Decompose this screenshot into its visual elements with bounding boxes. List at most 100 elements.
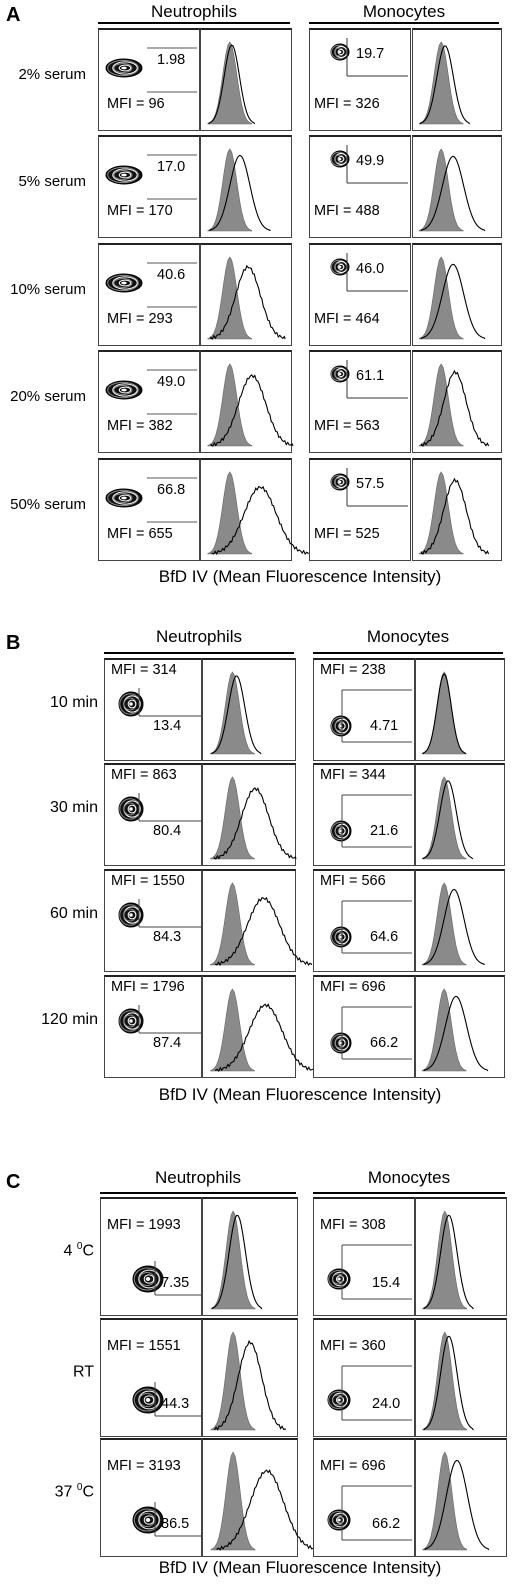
panel-letter-b: B bbox=[6, 632, 21, 654]
neutrophil-histogram-curves bbox=[207, 41, 256, 125]
neutrophil-histogram-curves bbox=[210, 1451, 317, 1551]
panel-c-monocyte-histogram bbox=[415, 1438, 507, 1557]
monocyte-histogram-curves bbox=[421, 776, 474, 860]
monocyte-histogram-curves bbox=[421, 671, 467, 755]
monocyte-histogram-curves bbox=[418, 471, 490, 556]
monocyte-percent: 24.0 bbox=[372, 1396, 401, 1412]
panel-a-neutrophil-dotplot: 1.98 MFI = 96 bbox=[98, 28, 200, 131]
monocyte-contour bbox=[330, 473, 350, 491]
panel-a-monocyte-histogram bbox=[412, 135, 502, 238]
neutrophil-percent: 86.5 bbox=[161, 1516, 190, 1532]
panel-a-monocyte-dotplot: 49.9 MFI = 488 bbox=[309, 135, 411, 238]
panel-c-neutrophil-histogram bbox=[202, 1438, 317, 1557]
neutrophil-contour bbox=[118, 902, 144, 928]
panel-a-neutrophil-histogram bbox=[200, 243, 292, 346]
panel-a-monocyte-histogram bbox=[412, 350, 502, 453]
neutrophil-histogram-curves bbox=[210, 671, 262, 755]
neutrophil-contour bbox=[118, 691, 144, 717]
monocyte-histogram-curves bbox=[422, 1210, 474, 1310]
panel-a-monocyte-histogram bbox=[412, 243, 502, 346]
monocyte-histogram-curves bbox=[422, 1451, 490, 1551]
panel-b-neutrophil-histogram bbox=[202, 869, 313, 972]
panel-b-row-label: 10 min bbox=[49, 694, 98, 711]
panel-c-neutrophil-dotplot: MFI = 1551 44.3 bbox=[100, 1318, 202, 1437]
neutrophil-percent: 1.98 bbox=[157, 52, 186, 68]
neutrophil-histogram-curves bbox=[207, 148, 271, 232]
neutrophil-contour bbox=[118, 796, 144, 822]
panel-c-x-axis-label: BfD IV (Mean Fluorescence Intensity) bbox=[158, 1558, 442, 1577]
monocyte-mfi: MFI = 563 bbox=[314, 418, 380, 434]
panel-letter-c: C bbox=[6, 1171, 21, 1193]
neutrophil-percent: 17.0 bbox=[157, 159, 186, 175]
monocyte-mfi: MFI = 488 bbox=[314, 203, 380, 219]
neutrophil-mfi: MFI = 170 bbox=[107, 203, 173, 219]
monocyte-mfi: MFI = 696 bbox=[320, 979, 386, 995]
panel-c-neutrophil-dotplot: MFI = 3193 86.5 bbox=[100, 1438, 202, 1557]
neutrophil-contour bbox=[105, 58, 143, 78]
neutrophil-contour bbox=[105, 273, 143, 293]
neutrophil-percent: 84.3 bbox=[153, 929, 182, 945]
panel-a-monocyte-dotplot: 19.7 MFI = 326 bbox=[309, 28, 411, 131]
neutrophil-histogram-curves bbox=[210, 988, 316, 1072]
monocyte-contour bbox=[330, 715, 352, 737]
neutrophil-contour bbox=[132, 1506, 164, 1534]
row-label-unit: C bbox=[82, 1242, 94, 1260]
monocyte-contour bbox=[330, 43, 350, 61]
neutrophil-mfi: MFI = 1993 bbox=[107, 1217, 181, 1233]
neutrophil-histogram-curves bbox=[207, 363, 294, 447]
panel-c-neutrophil-dotplot: MFI = 1993 7.35 bbox=[100, 1197, 202, 1316]
neutrophil-mfi: MFI = 863 bbox=[111, 767, 177, 783]
panel-a-neutrophil-histogram bbox=[200, 28, 292, 131]
neutrophil-contour bbox=[132, 1386, 164, 1414]
panel-letter-a: A bbox=[6, 4, 21, 26]
neutrophil-percent: 44.3 bbox=[161, 1396, 190, 1412]
monocyte-percent: 61.1 bbox=[356, 368, 385, 384]
neutrophil-mfi: MFI = 655 bbox=[107, 526, 173, 542]
monocyte-contour bbox=[327, 1268, 351, 1290]
panel-b-monocyte-dotplot: MFI = 696 66.2 bbox=[313, 975, 415, 1078]
panel-b-neutrophils-bar bbox=[104, 652, 294, 654]
panel-a-neutrophil-histogram bbox=[200, 350, 294, 453]
panel-b-monocyte-dotplot: MFI = 566 64.6 bbox=[313, 869, 415, 972]
panel-b-monocyte-histogram bbox=[415, 763, 505, 866]
monocyte-contour bbox=[330, 1032, 352, 1054]
neutrophil-contour bbox=[132, 1265, 164, 1293]
monocyte-mfi: MFI = 344 bbox=[320, 767, 386, 783]
row-label-text: 4 bbox=[63, 1242, 77, 1260]
monocyte-percent: 66.2 bbox=[370, 1035, 399, 1051]
monocyte-mfi: MFI = 238 bbox=[320, 662, 386, 678]
panel-b-monocytes-bar bbox=[313, 652, 503, 654]
neutrophil-histogram-curves bbox=[207, 256, 286, 340]
monocyte-mfi: MFI = 360 bbox=[320, 1338, 386, 1354]
monocyte-histogram-curves bbox=[418, 256, 486, 340]
panel-a-row-label: 50% serum bbox=[10, 496, 86, 513]
panel-a-row-label: 10% serum bbox=[10, 281, 86, 298]
panel-c-monocyte-dotplot: MFI = 308 15.4 bbox=[313, 1197, 415, 1316]
monocyte-percent: 57.5 bbox=[356, 476, 385, 492]
monocyte-histogram-curves bbox=[422, 1331, 474, 1431]
panel-a-monocytes-bar bbox=[309, 22, 499, 24]
neutrophil-percent: 7.35 bbox=[161, 1275, 190, 1291]
monocyte-mfi: MFI = 566 bbox=[320, 873, 386, 889]
panel-b-neutrophil-histogram bbox=[202, 658, 296, 761]
panel-b-neutrophil-histogram bbox=[202, 763, 297, 866]
panel-b-monocyte-dotplot: MFI = 238 4.71 bbox=[313, 658, 415, 761]
panel-c-monocyte-dotplot: MFI = 696 66.2 bbox=[313, 1438, 415, 1557]
panel-a-monocyte-dotplot: 61.1 MFI = 563 bbox=[309, 350, 411, 453]
monocyte-mfi: MFI = 464 bbox=[314, 311, 380, 327]
panel-b-monocyte-histogram bbox=[415, 658, 505, 761]
panel-a-neutrophil-dotplot: 66.8 MFI = 655 bbox=[98, 458, 200, 561]
row-label-superscript: 0 bbox=[76, 1241, 83, 1252]
panel-b-neutrophil-histogram bbox=[202, 975, 316, 1078]
panel-a-neutrophil-histogram bbox=[200, 135, 292, 238]
neutrophil-contour bbox=[105, 165, 143, 185]
panel-b-neutrophil-dotplot: MFI = 863 80.4 bbox=[104, 763, 202, 866]
monocyte-percent: 66.2 bbox=[372, 1516, 401, 1532]
neutrophil-mfi: MFI = 96 bbox=[107, 96, 165, 112]
panel-b-neutrophil-dotplot: MFI = 314 13.4 bbox=[104, 658, 202, 761]
neutrophil-percent: 80.4 bbox=[153, 823, 182, 839]
neutrophil-mfi: MFI = 3193 bbox=[107, 1458, 181, 1474]
panel-c-row-label: 4 0C bbox=[0, 1241, 94, 1260]
panel-a-x-axis-label: BfD IV (Mean Fluorescence Intensity) bbox=[158, 567, 442, 586]
monocyte-histogram-curves bbox=[418, 41, 471, 125]
